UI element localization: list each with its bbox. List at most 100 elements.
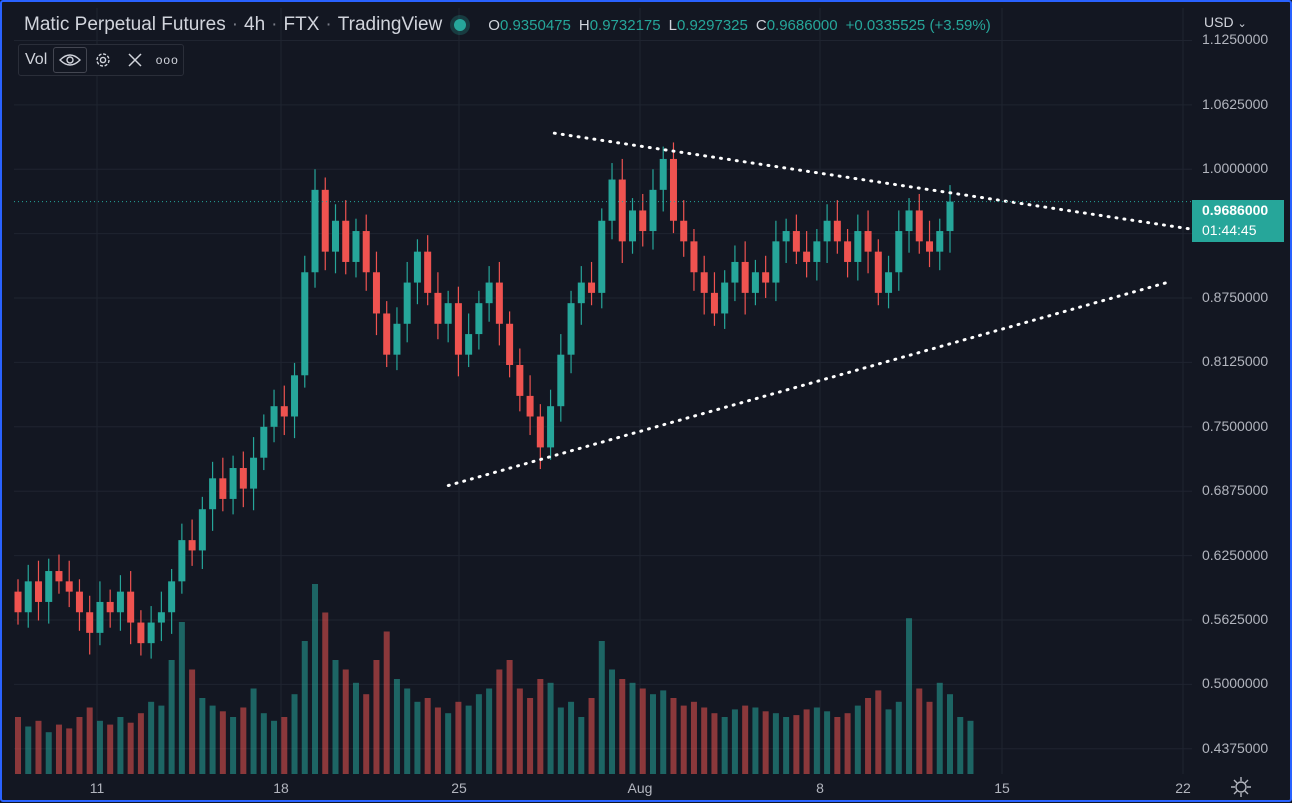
candle-body (598, 220, 606, 293)
candle-body (915, 210, 923, 242)
candle-body (536, 416, 544, 448)
volume-bar (465, 705, 472, 774)
candle-body (14, 591, 22, 613)
time-axis[interactable]: 11 18 25 Aug 8 15 22 (2, 774, 1192, 800)
volume-bar (168, 660, 175, 774)
candle-body (762, 272, 770, 283)
volume-label[interactable]: Vol (25, 51, 48, 68)
candle-body (106, 601, 114, 613)
close-icon[interactable] (119, 46, 151, 74)
candle-body (393, 323, 401, 355)
volume-bar (219, 711, 226, 774)
candle-body (137, 622, 145, 644)
high-value: 0.9732175 (589, 16, 661, 34)
candle-body (506, 323, 514, 365)
market-status-dot[interactable] (454, 19, 467, 31)
volume-bar (568, 701, 575, 774)
dotted-trendline (446, 281, 1169, 488)
candle-body (116, 591, 124, 613)
volume-bar (148, 701, 155, 774)
volume-bar (793, 715, 800, 774)
candle-body (352, 231, 360, 262)
volume-bar (434, 707, 441, 774)
candle-body (342, 220, 350, 262)
price-tick-label: 0.6250000 (1202, 546, 1269, 563)
price-tick-label: 0.5625000 (1202, 610, 1269, 627)
volume-bar (230, 717, 237, 774)
volume-bar (609, 669, 616, 774)
candle-body (291, 375, 299, 417)
candle-body (178, 540, 186, 582)
candle-body (34, 581, 42, 602)
price-axis[interactable]: 1.12500001.06250001.00000000.93750000.87… (1192, 2, 1290, 800)
volume-bar (496, 669, 503, 774)
candle-body (547, 406, 555, 448)
volume-bar (322, 612, 329, 774)
volume-bar (619, 679, 626, 774)
volume-bar (936, 682, 943, 774)
volume-bar (291, 694, 298, 774)
volume-bar (178, 622, 185, 774)
volume-bar (772, 713, 779, 774)
time-tick-label: Aug (627, 780, 653, 796)
legend-separator: · (325, 14, 332, 35)
candle-body (803, 251, 811, 262)
candle-body (270, 406, 278, 427)
currency-selector[interactable]: USD ⌄ (1204, 14, 1247, 30)
candle-body (823, 220, 831, 242)
candle-body (24, 581, 32, 613)
volume-bar (783, 717, 790, 774)
volume-bar (670, 698, 677, 774)
candle-body (301, 272, 309, 376)
candle-body (127, 591, 135, 623)
volume-bar (373, 660, 380, 774)
volume-bar (649, 694, 656, 774)
candle-body (721, 282, 729, 314)
candle-body (608, 179, 616, 221)
candle-body (495, 282, 503, 324)
volume-bar (854, 705, 861, 774)
eye-icon[interactable] (53, 47, 88, 73)
volume-bar (45, 732, 52, 774)
volume-bar (629, 682, 636, 774)
candle-body (209, 478, 217, 510)
settings-icon[interactable] (1230, 776, 1252, 798)
volume-bar (762, 711, 769, 774)
symbol-name[interactable]: Matic Perpetual Futures (24, 14, 226, 35)
candle-body (567, 303, 575, 355)
volume-bar (25, 726, 32, 774)
candle-body (700, 272, 708, 293)
volume-bar (527, 698, 534, 774)
interval-label[interactable]: 4h (244, 14, 266, 35)
volume-bar (813, 707, 820, 774)
candle-body (649, 189, 657, 232)
candle-body (75, 591, 83, 613)
volume-bar (66, 728, 73, 774)
chart-area[interactable] (14, 8, 1192, 774)
volume-bar (96, 720, 103, 774)
volume-bar (271, 720, 278, 774)
volume-bar (957, 717, 964, 774)
low-label: L (668, 16, 677, 34)
candle-body (895, 231, 903, 273)
volume-bar (578, 717, 585, 774)
volume-bar (332, 660, 339, 774)
volume-bar (916, 688, 923, 774)
volume-bar (967, 720, 974, 774)
candle-body (45, 571, 53, 602)
volume-bar (588, 698, 595, 774)
more-icon[interactable]: ooo (155, 53, 179, 67)
candle-body (905, 210, 913, 232)
volume-bar (240, 707, 247, 774)
volume-bar (803, 709, 810, 774)
volume-bar (926, 701, 933, 774)
price-tick-label: 0.8125000 (1202, 353, 1269, 370)
gear-icon[interactable] (87, 46, 119, 74)
candle-body (383, 313, 391, 355)
candle-body (465, 334, 473, 355)
volume-bar (701, 707, 708, 774)
low-value: 0.9297325 (676, 16, 748, 34)
candle-body (229, 468, 237, 499)
candle-body (618, 179, 626, 242)
volume-bar (260, 713, 267, 774)
